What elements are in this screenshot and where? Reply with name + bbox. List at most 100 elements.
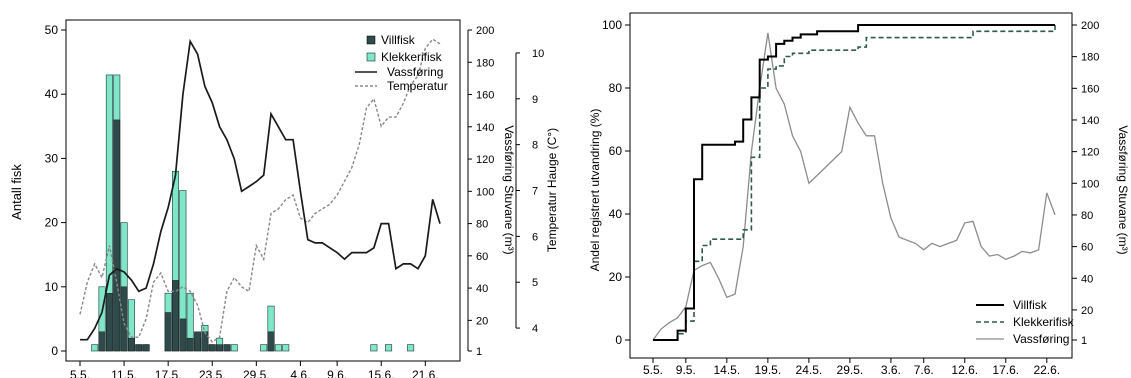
right-y2tick-label: 80 — [1081, 210, 1093, 222]
left-axes: 0 10 20 30 40 50 5.5. 11.5. 17.5. 23.5. 29.5. 4.6. 9… — [45, 19, 544, 378]
bar-klekkerifisk — [91, 344, 99, 352]
left-y2tick-label: 160 — [476, 90, 494, 102]
bar-klekkerifisk — [370, 344, 378, 352]
bar-villfisk — [135, 344, 143, 352]
left-ytick-label: 30 — [45, 151, 59, 165]
right-xtick-label: 14.5. — [713, 363, 740, 377]
left-ytick-label: 40 — [45, 87, 59, 101]
right-xtick-label: 5.5. — [643, 363, 663, 377]
left-xtick-label: 21.6. — [412, 368, 439, 378]
legend-label-vassforing-right: Vassføring — [1013, 332, 1069, 346]
left-y3tick-label: 5 — [532, 277, 538, 289]
right-xtick-label: 12.6. — [951, 363, 978, 377]
left-y3tick-label: 7 — [532, 186, 538, 198]
left-y3tick-label: 4 — [532, 323, 538, 335]
left-xtick-label: 29.5. — [243, 368, 270, 378]
right-y2tick-label: 40 — [1081, 273, 1093, 285]
right-ytick-label: 40 — [609, 207, 623, 221]
bar-villfisk — [223, 344, 231, 352]
right-xtick-label: 7.6. — [914, 363, 934, 377]
series-line-villfisk — [653, 24, 1055, 341]
left-ytick-label: 20 — [45, 216, 59, 230]
left-y2tick-label: 60 — [476, 251, 488, 263]
series-line-klekkerifisk — [653, 25, 1056, 341]
left-plot-frame — [65, 19, 461, 362]
left-chart: 0 10 20 30 40 50 5.5. 11.5. 17.5. 23.5. 29.5. 4.6. 9… — [9, 19, 559, 378]
left-y3tick-label: 10 — [532, 48, 544, 60]
left-ytick-label: 0 — [51, 344, 58, 358]
left-ytick-label: 10 — [45, 280, 59, 294]
left-xtick-label: 15.6. — [368, 368, 395, 378]
right-y2tick-label: 200 — [1081, 20, 1099, 32]
right-legend: Villfisk Klekkerifisk Vassføring — [976, 298, 1075, 346]
legend-swatch-klekkerifisk — [366, 52, 376, 62]
right-plot-frame — [629, 12, 1073, 359]
left-y3tick-label: 8 — [532, 140, 538, 152]
series-line-temperatur — [79, 38, 441, 343]
bar-klekkerifisk — [385, 344, 393, 352]
right-ytick-label: 20 — [609, 270, 623, 284]
left-y2tick-label: 20 — [476, 315, 488, 327]
right-y2tick-label: 100 — [1081, 178, 1099, 190]
right-axes: 0204060801001204060801001201401601802005… — [602, 12, 1099, 377]
bar-klekkerifisk — [260, 344, 268, 352]
left-xtick-label: 23.5. — [199, 368, 226, 378]
bar-villfisk — [98, 331, 106, 352]
bar-villfisk — [186, 337, 194, 352]
legend-label-vassforing: Vassføring — [387, 65, 443, 79]
right-xtick-label: 29.5. — [837, 363, 864, 377]
right-chart: 0204060801001204060801001201401601802005… — [588, 12, 1130, 377]
bar-villfisk — [105, 293, 113, 352]
right-y2tick-label: 1 — [1081, 335, 1087, 347]
bar-villfisk — [142, 344, 150, 352]
left-y3tick-label: 6 — [532, 231, 538, 243]
right-y2tick-label: 120 — [1081, 147, 1099, 159]
right-y2tick-label: 20 — [1081, 305, 1093, 317]
bar-klekkerifisk — [230, 344, 238, 352]
bar-villfisk — [194, 331, 201, 352]
left-xtick-label: 9.6. — [327, 368, 347, 378]
bar-klekkerifisk — [407, 344, 415, 352]
legend-label-temperatur: Temperatur — [387, 79, 448, 93]
right-xtick-label: 19.5. — [755, 363, 782, 377]
left-y2tick-label: 180 — [476, 57, 494, 69]
legend-label-klekkerifisk: Klekkerifisk — [381, 50, 443, 64]
bar-villfisk — [113, 119, 121, 352]
bar-villfisk — [128, 337, 135, 352]
right-xtick-label: 17.6. — [992, 363, 1019, 377]
left-ylabel: Antall fisk — [9, 164, 24, 220]
right-y2tick-label: 140 — [1081, 115, 1099, 127]
left-y2tick-label: 100 — [476, 186, 494, 198]
bar-villfisk — [201, 331, 209, 352]
series-line-vassforing — [80, 38, 441, 341]
right-y2tick-label: 160 — [1081, 83, 1099, 95]
right-ytick-label: 80 — [609, 81, 623, 95]
bar-villfisk — [172, 280, 179, 352]
left-xtick-label: 4.6. — [290, 368, 310, 378]
bar-klekkerifisk — [282, 344, 290, 352]
left-xtick-label: 11.5. — [111, 368, 137, 378]
right-y2tick-label: 180 — [1081, 52, 1099, 64]
right-xtick-label: 9.5. — [676, 363, 696, 377]
bar-villfisk — [179, 318, 187, 352]
left-y2tick-label: 120 — [476, 154, 494, 166]
left-lines — [79, 38, 441, 343]
bar-villfisk — [164, 312, 172, 352]
left-y2tick-label: 80 — [476, 219, 488, 231]
legend-label-klekkerifisk-right: Klekkerifisk — [1013, 315, 1075, 329]
right-ytick-label: 0 — [615, 333, 622, 347]
series-line-vassforing-right — [652, 32, 1056, 341]
legend-swatch-villfisk — [366, 35, 376, 45]
right-ytick-label: 60 — [609, 144, 623, 158]
bar-villfisk — [216, 344, 223, 352]
left-y3label: Temperatur Hauge (C°) — [545, 128, 559, 252]
left-bars — [91, 74, 415, 352]
right-lines — [652, 24, 1056, 341]
right-ytick-label: 100 — [602, 18, 622, 32]
bar-villfisk — [208, 344, 216, 352]
bar-villfisk — [120, 286, 128, 352]
right-y2label: Vassføring Stuvane (m³) — [1116, 125, 1130, 254]
right-ylabel: Andel registrert utvandring (%) — [588, 109, 602, 272]
right-y2tick-label: 60 — [1081, 242, 1093, 254]
